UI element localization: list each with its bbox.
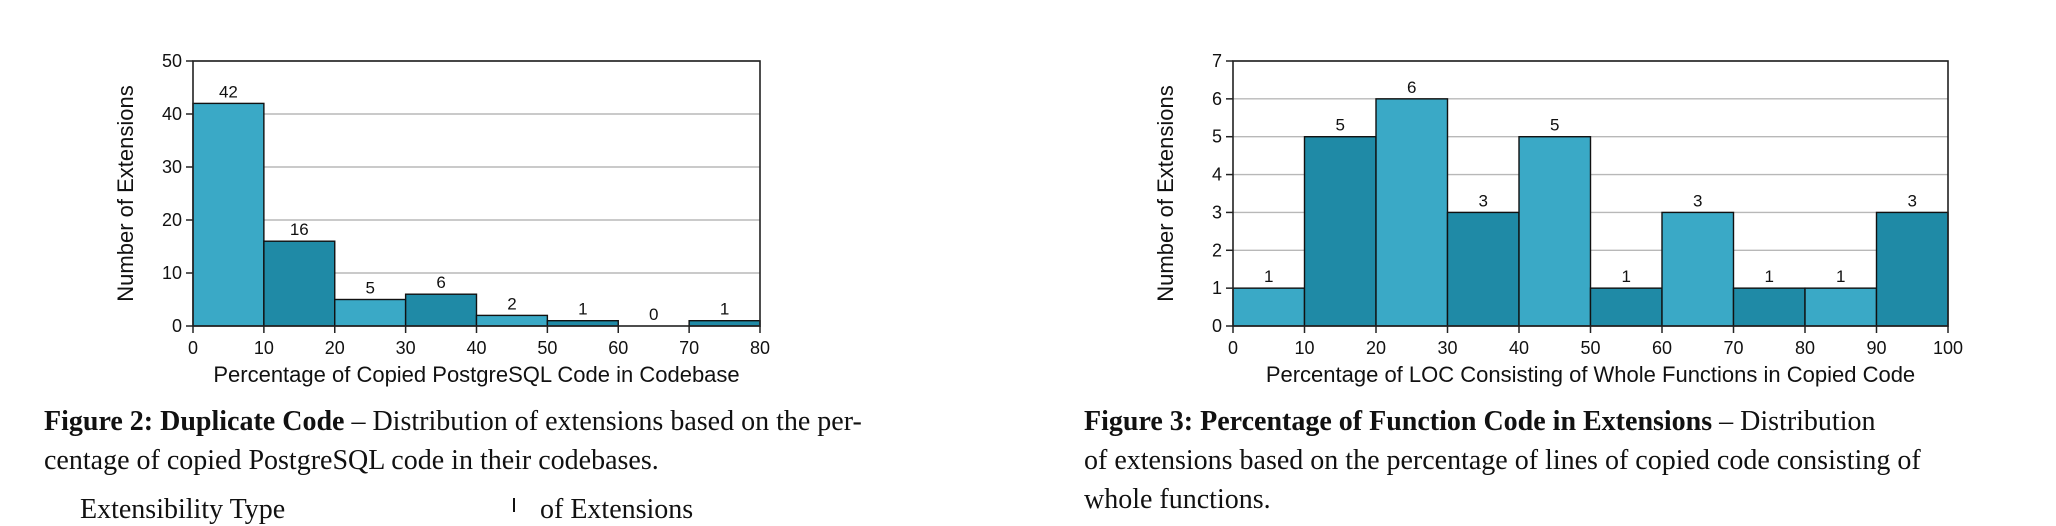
x-tick-label: 10	[254, 338, 274, 358]
bar-value-label: 5	[1336, 116, 1345, 135]
x-tick-label: 80	[750, 338, 770, 358]
bar	[1446, 211, 1520, 327]
bar	[1732, 287, 1806, 327]
y-axis-label: Number of Extensions	[1153, 85, 1178, 301]
table-header-fragment: of Extensions	[540, 494, 694, 525]
x-tick-label: 70	[1723, 338, 1743, 358]
x-tick-label: 70	[679, 338, 699, 358]
bar	[404, 293, 478, 327]
bar-value-label: 1	[1264, 267, 1273, 286]
caption-line: centage of copied PostgreSQL code in the…	[44, 445, 659, 476]
bar	[192, 102, 265, 327]
y-tick-label: 30	[162, 157, 182, 177]
bar-value-label: 3	[1693, 191, 1702, 210]
caption-line: Distribution of extensions based on the …	[372, 406, 862, 437]
caption-line: Distribution	[1740, 406, 1876, 437]
bar-value-label: 5	[365, 279, 374, 298]
x-tick-label: 20	[325, 338, 345, 358]
bar-value-label: 6	[1407, 78, 1416, 97]
y-tick-label: 7	[1212, 51, 1222, 71]
bar-value-label: 1	[1622, 267, 1631, 286]
y-tick-label: 3	[1212, 202, 1222, 222]
y-tick-label: 0	[172, 316, 182, 336]
x-tick-label: 40	[1509, 338, 1529, 358]
figure-3-caption: Figure 3: Percentage of Function Code in…	[1084, 402, 2044, 519]
caption-line: of extensions based on the percentage of…	[1084, 445, 1921, 476]
table-column-separator	[513, 498, 515, 512]
caption-dash: –	[344, 406, 373, 437]
bar	[1589, 287, 1663, 327]
bar-value-label: 3	[1479, 191, 1488, 210]
x-tick-label: 30	[1437, 338, 1457, 358]
bar	[334, 298, 407, 327]
bar	[1875, 211, 1949, 327]
bar-value-label: 42	[219, 82, 238, 101]
figure-3-label: Figure 3: Percentage of Function Code in…	[1084, 406, 1713, 437]
y-tick-label: 5	[1212, 127, 1222, 147]
bar	[1232, 287, 1306, 327]
y-tick-label: 2	[1212, 240, 1222, 260]
caption-dash: –	[1712, 406, 1741, 437]
bar-value-label: 0	[649, 305, 658, 324]
bar-value-label: 3	[1908, 191, 1917, 210]
x-tick-label: 40	[466, 338, 486, 358]
y-tick-label: 40	[162, 104, 182, 124]
bar	[1518, 136, 1592, 327]
y-tick-label: 4	[1212, 165, 1222, 185]
bar-value-label: 6	[436, 273, 445, 292]
bar-value-label: 1	[578, 300, 587, 319]
figure-2-caption: Figure 2: Duplicate Code – Distribution …	[44, 402, 1004, 480]
x-tick-label: 60	[608, 338, 628, 358]
bar-value-label: 1	[1836, 267, 1845, 286]
y-axis-label: Number of Extensions	[113, 85, 138, 301]
bar	[1375, 98, 1449, 327]
x-tick-label: 90	[1866, 338, 1886, 358]
y-tick-label: 1	[1212, 278, 1222, 298]
y-tick-label: 50	[162, 51, 182, 71]
x-tick-label: 60	[1652, 338, 1672, 358]
bar	[1661, 211, 1735, 327]
x-tick-label: 30	[396, 338, 416, 358]
bar-value-label: 5	[1550, 116, 1559, 135]
y-tick-label: 20	[162, 210, 182, 230]
bar-value-label: 16	[290, 220, 309, 239]
y-tick-label: 10	[162, 263, 182, 283]
x-tick-label: 0	[188, 338, 198, 358]
bar	[1804, 287, 1878, 327]
caption-line: whole functions.	[1084, 484, 1271, 515]
x-tick-label: 100	[1933, 338, 1963, 358]
x-axis-label: Percentage of LOC Consisting of Whole Fu…	[1266, 362, 1915, 387]
y-tick-label: 0	[1212, 316, 1222, 336]
x-tick-label: 0	[1228, 338, 1238, 358]
x-tick-label: 50	[537, 338, 557, 358]
x-tick-label: 20	[1366, 338, 1386, 358]
x-tick-label: 50	[1580, 338, 1600, 358]
bar	[1303, 136, 1377, 327]
bar-value-label: 1	[1765, 267, 1774, 286]
bar-value-label: 2	[507, 294, 516, 313]
table-header-fragment: Extensibility Type	[80, 494, 286, 525]
x-tick-label: 80	[1795, 338, 1815, 358]
x-tick-label: 10	[1294, 338, 1314, 358]
y-tick-label: 6	[1212, 89, 1222, 109]
figure-2-label: Figure 2: Duplicate Code	[44, 406, 345, 437]
bar	[263, 240, 336, 327]
bar-value-label: 1	[720, 300, 729, 319]
x-axis-label: Percentage of Copied PostgreSQL Code in …	[213, 362, 739, 387]
bar	[475, 314, 549, 327]
